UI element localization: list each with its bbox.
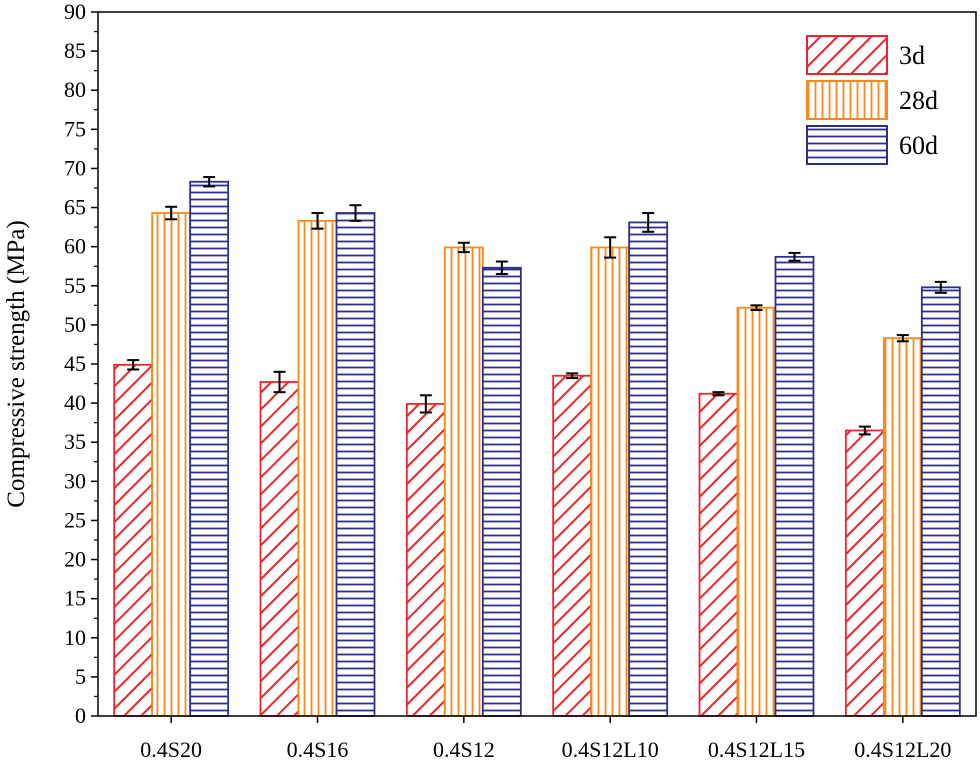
y-tick-label: 30 <box>64 468 86 493</box>
error-bar-3d-0.4S20 <box>127 359 140 371</box>
legend-item-28d: 28d <box>806 80 938 120</box>
y-tick-label: 50 <box>64 312 86 337</box>
bar-28d-0.4S16 <box>297 219 338 717</box>
error-bar-28d-0.4S20 <box>165 205 178 221</box>
plot-frame <box>97 11 977 717</box>
error-bar-28d-0.4S12L10 <box>604 236 617 259</box>
bar-60d-0.4S12L20 <box>920 286 961 717</box>
error-bar-28d-0.4S16 <box>311 212 324 230</box>
bar-60d-0.4S12L15 <box>774 255 815 717</box>
error-bar-60d-0.4S12L20 <box>934 280 947 294</box>
y-tick-label: 20 <box>64 547 86 572</box>
x-tick-label: 0.4S12L20 <box>854 737 951 762</box>
legend-item-3d: 3d <box>806 35 925 75</box>
bar-28d-0.4S12L20 <box>882 337 923 717</box>
bar-60d-0.4S16 <box>335 212 376 717</box>
y-tick-label: 45 <box>64 351 86 376</box>
x-tick-label: 0.4S12L15 <box>708 737 805 762</box>
legend-swatch-28d <box>806 80 888 120</box>
x-tick-label: 0.4S12L10 <box>562 737 659 762</box>
bar-3d-0.4S12 <box>405 402 446 717</box>
y-tick-label: 0 <box>75 703 86 728</box>
error-bar-3d-0.4S12L15 <box>712 391 725 397</box>
error-bar-60d-0.4S20 <box>203 176 216 188</box>
bar-28d-0.4S20 <box>151 212 192 717</box>
bar-3d-0.4S12L20 <box>844 429 885 717</box>
legend-swatch-60d <box>806 125 888 165</box>
bar-28d-0.4S12 <box>443 246 484 717</box>
y-tick-label: 70 <box>64 155 86 180</box>
y-tick-label: 65 <box>64 195 86 220</box>
error-bar-60d-0.4S12L10 <box>642 212 655 233</box>
y-tick-label: 35 <box>64 429 86 454</box>
legend-label-60d: 60d <box>899 131 938 160</box>
y-tick-label: 90 <box>64 0 86 24</box>
y-tick-label: 85 <box>64 38 86 63</box>
bar-series <box>113 180 961 717</box>
error-bar-60d-0.4S16 <box>349 204 362 222</box>
error-bars <box>127 176 947 436</box>
error-bar-28d-0.4S12L15 <box>750 304 763 312</box>
y-tick-label: 5 <box>75 664 86 689</box>
error-bar-3d-0.4S12L10 <box>566 372 579 380</box>
error-bar-60d-0.4S12L15 <box>788 251 801 262</box>
x-tick-label: 0.4S16 <box>287 737 349 762</box>
error-bar-3d-0.4S12L20 <box>858 425 871 436</box>
y-tick-label: 75 <box>64 116 86 141</box>
bar-3d-0.4S12L10 <box>552 374 593 717</box>
error-bar-28d-0.4S12 <box>457 241 470 254</box>
x-axis-ticks: 0.4S20 0.4S16 0.4S12 0.4S12L10 0.4S12L15 0.4S… <box>140 716 951 762</box>
y-tick-label: 60 <box>64 234 86 259</box>
legend: 3d 28d 60d <box>806 35 938 165</box>
y-tick-label: 80 <box>64 77 86 102</box>
y-tick-label: 55 <box>64 273 86 298</box>
error-bar-3d-0.4S16 <box>273 370 286 394</box>
legend-swatch-3d <box>806 35 888 75</box>
legend-label-28d: 28d <box>899 86 938 115</box>
bar-60d-0.4S12 <box>481 266 522 717</box>
error-bar-3d-0.4S12 <box>419 394 432 414</box>
x-tick-label: 0.4S20 <box>140 737 202 762</box>
bar-60d-0.4S20 <box>189 180 230 717</box>
y-tick-label: 40 <box>64 390 86 415</box>
legend-item-60d: 60d <box>806 125 938 165</box>
y-axis-title: Compressive strength (MPa) <box>3 220 30 507</box>
bar-3d-0.4S16 <box>259 381 300 717</box>
x-tick-label: 0.4S12 <box>433 737 495 762</box>
y-tick-label: 15 <box>64 586 86 611</box>
bar-3d-0.4S20 <box>113 363 154 717</box>
error-bar-60d-0.4S12 <box>495 260 508 276</box>
error-bar-28d-0.4S12L20 <box>896 334 909 343</box>
bar-28d-0.4S12L10 <box>590 246 631 717</box>
legend-label-3d: 3d <box>899 41 925 70</box>
bar-3d-0.4S12L15 <box>698 392 739 717</box>
y-tick-label: 10 <box>64 625 86 650</box>
bar-28d-0.4S12L15 <box>736 306 777 717</box>
bar-60d-0.4S12L10 <box>628 221 669 717</box>
y-axis-ticks: 0 5 10 15 20 25 30 35 40 45 50 55 60 65 70 75 80 85 90 <box>64 0 98 728</box>
y-tick-label: 25 <box>64 507 86 532</box>
